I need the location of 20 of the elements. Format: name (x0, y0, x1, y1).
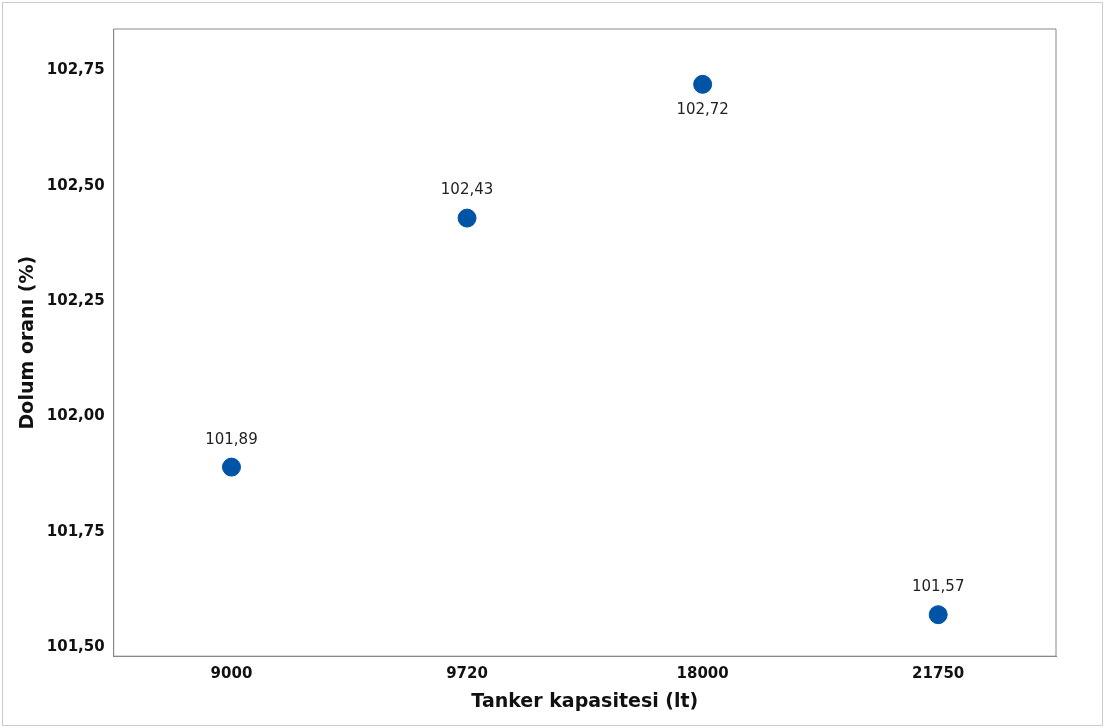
data-label: 102,43 (440, 180, 494, 199)
point (693, 74, 713, 94)
x-tick-label: 18000 (676, 664, 729, 683)
y-tick-label: 101,50 (46, 636, 105, 655)
point (221, 457, 241, 477)
x-tick-label: 9720 (446, 664, 488, 683)
y-tick-label: 102,25 (46, 290, 105, 309)
x-tick-label: 9000 (210, 664, 253, 683)
y-tick-label: 102,75 (46, 60, 105, 79)
point (928, 605, 948, 625)
data-label: 101,57 (911, 577, 965, 596)
y-axis-title: Dolum oranı (%) (15, 255, 38, 430)
data-label: 102,72 (676, 99, 729, 118)
data-label: 101,89 (205, 429, 258, 448)
y-tick-label: 102,50 (46, 175, 105, 194)
y-tick-label: 101,75 (46, 521, 105, 540)
x-axis-title: Tanker kapasitesi (lt) (471, 688, 699, 711)
point (457, 208, 477, 228)
y-tick-label: 102,00 (46, 406, 105, 425)
x-tick-label: 21750 (912, 664, 965, 683)
